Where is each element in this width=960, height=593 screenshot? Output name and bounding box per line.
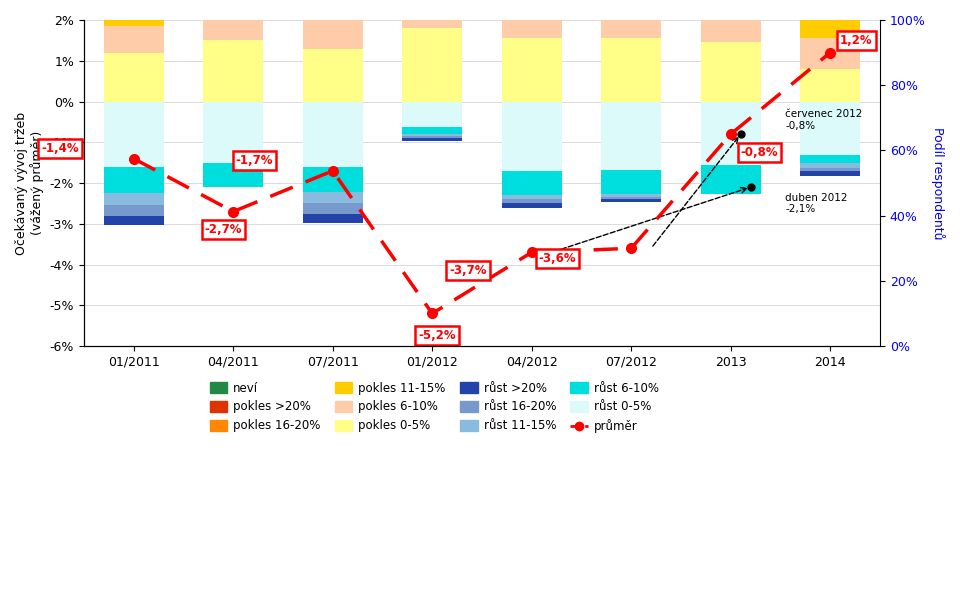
- Bar: [601, 197, 661, 199]
- Bar: [701, 101, 760, 165]
- Bar: [104, 167, 163, 193]
- Text: -5,2%: -5,2%: [419, 330, 456, 342]
- Bar: [302, 49, 363, 101]
- Bar: [204, 101, 263, 162]
- Bar: [302, 0, 363, 1]
- Bar: [601, 39, 661, 101]
- Bar: [801, 0, 860, 8]
- Bar: [701, 43, 760, 101]
- Text: duben 2012
-2,1%: duben 2012 -2,1%: [785, 193, 848, 214]
- Bar: [204, 15, 263, 40]
- Bar: [601, 170, 661, 194]
- Bar: [302, 19, 363, 49]
- Y-axis label: Očekávaný vývoj tržeb
(vážený průměr): Očekávaný vývoj tržeb (vážený průměr): [15, 111, 44, 254]
- Text: -2,7%: -2,7%: [204, 224, 242, 237]
- Bar: [104, 193, 163, 206]
- Legend: neví, pokles >20%, pokles 16-20%, pokles 11-15%, pokles 6-10%, pokles 0-5%, růst: neví, pokles >20%, pokles 16-20%, pokles…: [204, 377, 663, 438]
- Bar: [402, 127, 462, 134]
- Bar: [701, 1, 760, 17]
- Bar: [801, 171, 860, 176]
- Bar: [104, 9, 163, 26]
- Bar: [302, 167, 363, 192]
- Text: -3,7%: -3,7%: [449, 264, 487, 277]
- Bar: [701, 0, 760, 1]
- Bar: [104, 101, 163, 167]
- Bar: [502, 0, 562, 15]
- Bar: [402, 136, 462, 138]
- Bar: [601, 15, 661, 39]
- Text: -1,7%: -1,7%: [235, 154, 273, 167]
- Bar: [204, 0, 263, 15]
- Bar: [104, 0, 163, 9]
- Bar: [601, 199, 661, 202]
- Bar: [801, 155, 860, 164]
- Bar: [801, 101, 860, 155]
- Bar: [204, 40, 263, 101]
- Bar: [104, 53, 163, 101]
- Bar: [402, 0, 462, 28]
- Bar: [502, 203, 562, 208]
- Bar: [601, 0, 661, 15]
- Bar: [701, 165, 760, 194]
- Bar: [801, 18, 860, 39]
- Text: -3,6%: -3,6%: [539, 252, 576, 265]
- Bar: [402, 28, 462, 101]
- Text: 1,2%: 1,2%: [840, 34, 873, 47]
- Bar: [502, 39, 562, 101]
- Bar: [104, 26, 163, 53]
- Bar: [302, 203, 363, 213]
- Bar: [402, 134, 462, 136]
- Bar: [502, 195, 562, 199]
- Text: červenec 2012
-0,8%: červenec 2012 -0,8%: [785, 109, 863, 130]
- Bar: [801, 39, 860, 69]
- Bar: [402, 101, 462, 127]
- Bar: [502, 171, 562, 195]
- Bar: [204, 162, 263, 187]
- Bar: [601, 194, 661, 197]
- Bar: [104, 216, 163, 225]
- Bar: [302, 213, 363, 222]
- Bar: [502, 15, 562, 39]
- Bar: [502, 199, 562, 203]
- Bar: [801, 69, 860, 101]
- Bar: [801, 164, 860, 168]
- Y-axis label: Podíl respondentů: Podíl respondentů: [931, 127, 945, 240]
- Bar: [402, 138, 462, 141]
- Bar: [701, 17, 760, 43]
- Bar: [302, 101, 363, 167]
- Bar: [601, 101, 661, 170]
- Bar: [801, 8, 860, 18]
- Bar: [302, 1, 363, 19]
- Bar: [104, 206, 163, 216]
- Text: -0,8%: -0,8%: [741, 146, 779, 159]
- Bar: [801, 168, 860, 171]
- Bar: [502, 101, 562, 171]
- Bar: [302, 192, 363, 203]
- Text: -1,4%: -1,4%: [41, 142, 79, 155]
